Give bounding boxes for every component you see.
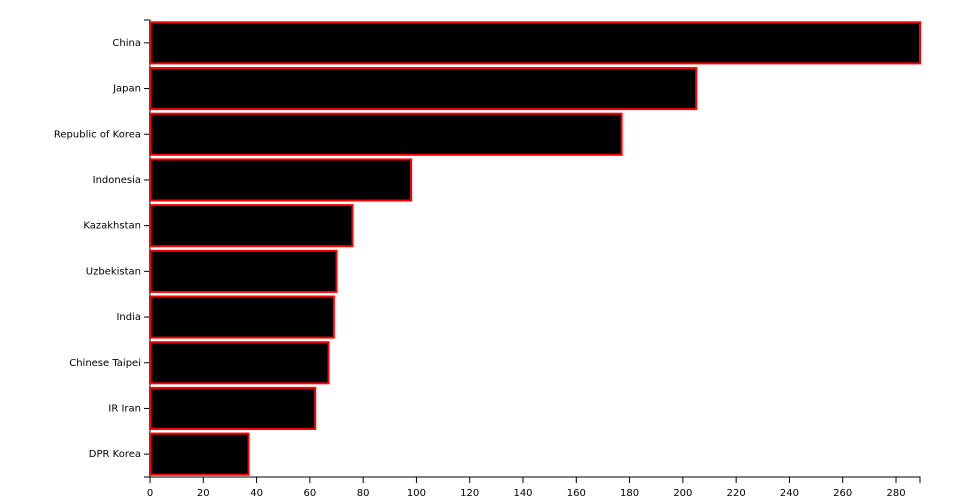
- y-axis: [144, 19, 151, 478]
- x-tick-label: 60: [303, 488, 316, 499]
- x-tick-label: 160: [567, 488, 586, 499]
- x-tick-label: 100: [407, 488, 426, 499]
- x-tick-label: 180: [620, 488, 639, 499]
- x-tick-label: 220: [727, 488, 746, 499]
- y-tick-label: China: [112, 38, 141, 49]
- y-tick-label: Chinese Taipei: [69, 358, 141, 369]
- bar: [149, 204, 354, 248]
- x-tick-label: 260: [833, 488, 852, 499]
- bar: [149, 295, 335, 339]
- y-tick-label: Indonesia: [93, 175, 141, 186]
- bar: [149, 249, 338, 293]
- bar: [149, 386, 317, 431]
- bar: [149, 158, 413, 202]
- x-tick-label: 40: [250, 488, 263, 499]
- x-tick-label: 240: [780, 488, 799, 499]
- bar: [149, 112, 623, 156]
- bar: [149, 21, 921, 65]
- x-tick-label: 0: [147, 488, 153, 499]
- y-tick-label: Japan: [112, 84, 141, 95]
- bar: [149, 341, 330, 385]
- x-tick-label: 280: [886, 488, 905, 499]
- bar: [149, 66, 698, 111]
- y-tick-label: India: [116, 312, 141, 323]
- y-tick-label: Kazakhstan: [83, 221, 141, 232]
- bar: [149, 432, 250, 476]
- x-tick-label: 120: [460, 488, 479, 499]
- x-axis: [149, 476, 921, 483]
- x-tick-label: 200: [673, 488, 692, 499]
- y-tick-label: DPR Korea: [89, 449, 141, 460]
- x-tick-label: 80: [357, 488, 370, 499]
- y-tick-label: IR Iran: [108, 403, 141, 414]
- y-tick-label: Uzbekistan: [86, 266, 141, 277]
- x-tick-label: 20: [197, 488, 210, 499]
- x-tick-label: 140: [513, 488, 532, 499]
- y-tick-label: Republic of Korea: [54, 129, 141, 140]
